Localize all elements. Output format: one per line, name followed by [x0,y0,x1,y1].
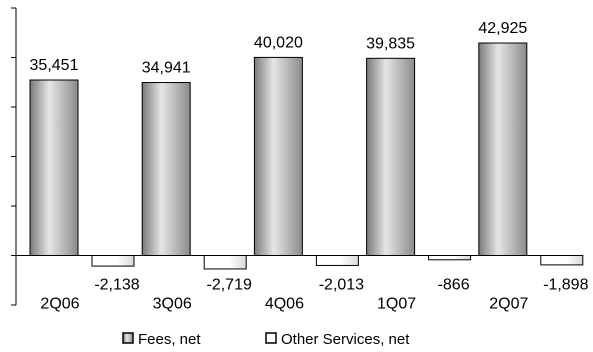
legend-label-fees: Fees, net [138,331,201,348]
legend-swatch-fees [122,332,134,344]
x-tick-label: 3Q06 [153,296,192,313]
bar-fees-1Q07 [366,57,416,256]
bar-other-1Q07 [428,255,472,261]
data-label-fees: 34,941 [142,60,191,77]
data-label-fees: 35,451 [30,57,79,74]
data-label-other: -2,013 [319,277,364,294]
bar-fees-2Q06 [29,79,79,256]
x-tick-label: 1Q07 [377,296,416,313]
bar-other-2Q06 [91,255,135,267]
bar-other-2Q07 [540,255,584,266]
bar-fees-4Q06 [253,56,303,256]
legend-label-other: Other Services, net [281,331,410,348]
data-label-other: -2,138 [94,277,139,294]
x-tick-label: 2Q06 [40,296,79,313]
data-label-other: -1,898 [543,277,588,294]
data-label-other: -866 [438,277,470,294]
bar-fees-2Q07 [478,42,528,256]
bar-other-4Q06 [315,255,359,266]
data-label-other: -2,719 [207,277,252,294]
legend: Fees, net Other Services, net [122,331,410,348]
x-tick-label: 2Q07 [489,296,528,313]
data-label-fees: 39,835 [366,35,415,52]
bar-fees-3Q06 [141,82,191,256]
x-tick-label: 4Q06 [265,296,304,313]
bar-other-3Q06 [203,255,247,270]
data-label-fees: 40,020 [254,34,303,51]
legend-swatch-other [265,332,277,344]
data-label-fees: 42,925 [478,20,527,37]
